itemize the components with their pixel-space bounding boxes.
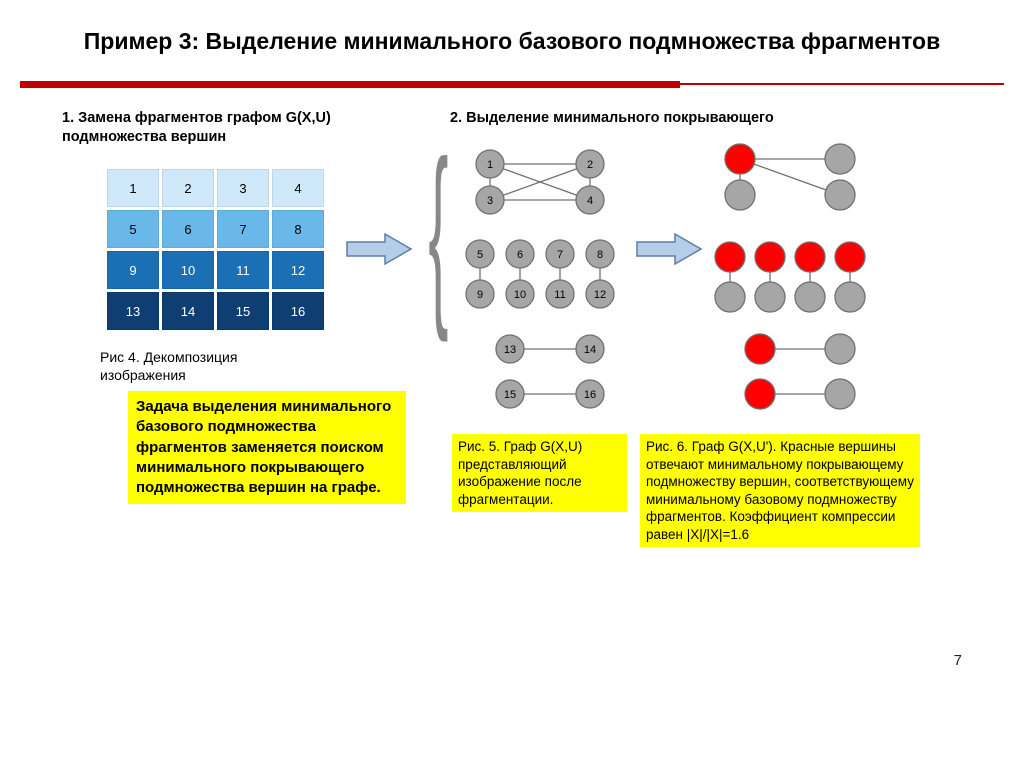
svg-text:1: 1 — [487, 159, 493, 171]
fragment-tile: 16 — [272, 292, 324, 330]
fragment-tile: 5 — [107, 210, 159, 248]
page-title: Пример 3: Выделение минимального базовог… — [0, 0, 1024, 65]
fragment-tile: 7 — [217, 210, 269, 248]
svg-text:14: 14 — [584, 344, 596, 356]
svg-text:5: 5 — [477, 249, 483, 261]
svg-text:12: 12 — [594, 289, 606, 301]
svg-text:16: 16 — [584, 389, 596, 401]
divider-bar — [20, 79, 1004, 89]
svg-text:2: 2 — [587, 159, 593, 171]
svg-text:11: 11 — [554, 289, 565, 301]
fragment-tile: 12 — [272, 251, 324, 289]
fragment-tile: 10 — [162, 251, 214, 289]
fragment-tile: 6 — [162, 210, 214, 248]
heading-2: 2. Выделение минимального покрывающего — [450, 109, 870, 128]
page-number: 7 — [954, 652, 962, 669]
arrow-icon — [345, 229, 415, 269]
caption-fig5: Рис. 5. Граф G(X,U) представляющий изобр… — [452, 434, 627, 512]
svg-text:13: 13 — [504, 344, 516, 356]
fragment-tile: 11 — [217, 251, 269, 289]
graph-right — [710, 139, 880, 429]
fragment-tile: 14 — [162, 292, 214, 330]
fragment-grid: 12345678910111213141516 — [107, 169, 327, 330]
svg-text:7: 7 — [557, 249, 563, 261]
heading-1: 1. Замена фрагментов графом G(X,U) подмн… — [62, 109, 412, 147]
fragment-tile: 1 — [107, 169, 159, 207]
fragment-tile: 2 — [162, 169, 214, 207]
svg-text:9: 9 — [477, 289, 483, 301]
svg-text:10: 10 — [514, 289, 526, 301]
brace-icon: { — [428, 132, 448, 332]
fragment-tile: 3 — [217, 169, 269, 207]
fragment-tile: 15 — [217, 292, 269, 330]
svg-text:4: 4 — [587, 195, 593, 207]
caption-fig6: Рис. 6. Граф G(X,U'). Красные вершины от… — [640, 434, 920, 547]
fragment-tile: 8 — [272, 210, 324, 248]
svg-text:15: 15 — [504, 389, 516, 401]
svg-text:3: 3 — [487, 195, 493, 207]
fragment-tile: 9 — [107, 251, 159, 289]
yellow-main-text: Задача выделения минимального базового п… — [128, 391, 406, 504]
content-area: 1. Замена фрагментов графом G(X,U) подмн… — [0, 89, 1024, 679]
caption-fig4: Рис 4. Декомпозиция изображения — [100, 349, 320, 384]
fragment-tile: 4 — [272, 169, 324, 207]
svg-text:8: 8 — [597, 249, 603, 261]
fragment-tile: 13 — [107, 292, 159, 330]
arrow-icon — [635, 229, 705, 269]
graph-left: 12345678910111213141516 — [460, 144, 630, 424]
svg-text:6: 6 — [517, 249, 523, 261]
